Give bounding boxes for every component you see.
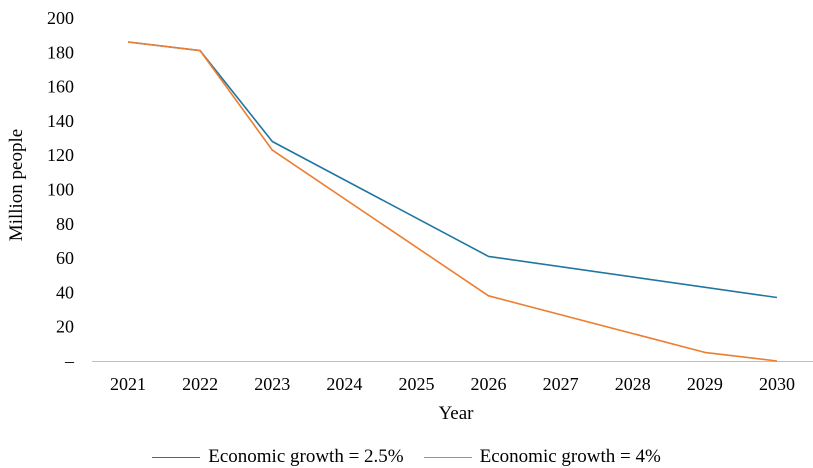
x-axis-title: Year <box>438 403 474 424</box>
x-tick-label: 2022 <box>182 374 218 394</box>
x-tick-label: 2023 <box>254 374 290 394</box>
y-tick-label: 60 <box>56 248 74 268</box>
x-tick-label: 2028 <box>615 374 651 394</box>
y-tick-label: – <box>64 351 75 371</box>
line-chart: – 20 40 60 80 100 120 140 160 180 200 2021 2022 2023… <box>6 8 813 424</box>
series-line-2 <box>128 41 777 362</box>
x-tick-label: 2024 <box>326 374 362 394</box>
y-tick-label: 200 <box>47 8 74 28</box>
legend-item-series-1: Economic growth = 2.5% <box>152 446 404 468</box>
x-tick-label: 2021 <box>110 374 146 394</box>
y-tick-label: 80 <box>56 214 74 234</box>
x-tick-label: 2025 <box>398 374 434 394</box>
y-tick-label: 100 <box>47 180 74 200</box>
x-tick-label: 2029 <box>687 374 723 394</box>
y-tick-label: 120 <box>47 145 74 165</box>
x-tick-label: 2026 <box>471 374 507 394</box>
x-tick-label: 2027 <box>543 374 579 394</box>
legend: Economic growth = 2.5% Economic growth =… <box>0 446 813 468</box>
series-line-1 <box>128 41 778 299</box>
y-axis-ticks: – 20 40 60 80 100 120 140 160 180 200 <box>47 8 75 371</box>
y-tick-label: 160 <box>47 77 74 97</box>
y-tick-label: 20 <box>56 317 74 337</box>
legend-swatch-series-1 <box>152 456 201 458</box>
legend-label-series-2: Economic growth = 4% <box>479 446 661 467</box>
legend-label-series-1: Economic growth = 2.5% <box>208 446 404 467</box>
y-tick-label: 140 <box>47 111 74 131</box>
series-lines <box>128 41 778 362</box>
legend-swatch-series-2 <box>423 456 472 458</box>
x-tick-label: 2030 <box>759 374 795 394</box>
x-axis-ticks: 2021 2022 2023 2024 2025 2026 2027 2028 2029 2030 <box>110 374 795 394</box>
y-tick-label: 40 <box>56 282 74 302</box>
legend-item-series-2: Economic growth = 4% <box>423 446 661 468</box>
y-tick-label: 180 <box>47 42 74 62</box>
y-axis-title: Million people <box>6 129 27 241</box>
